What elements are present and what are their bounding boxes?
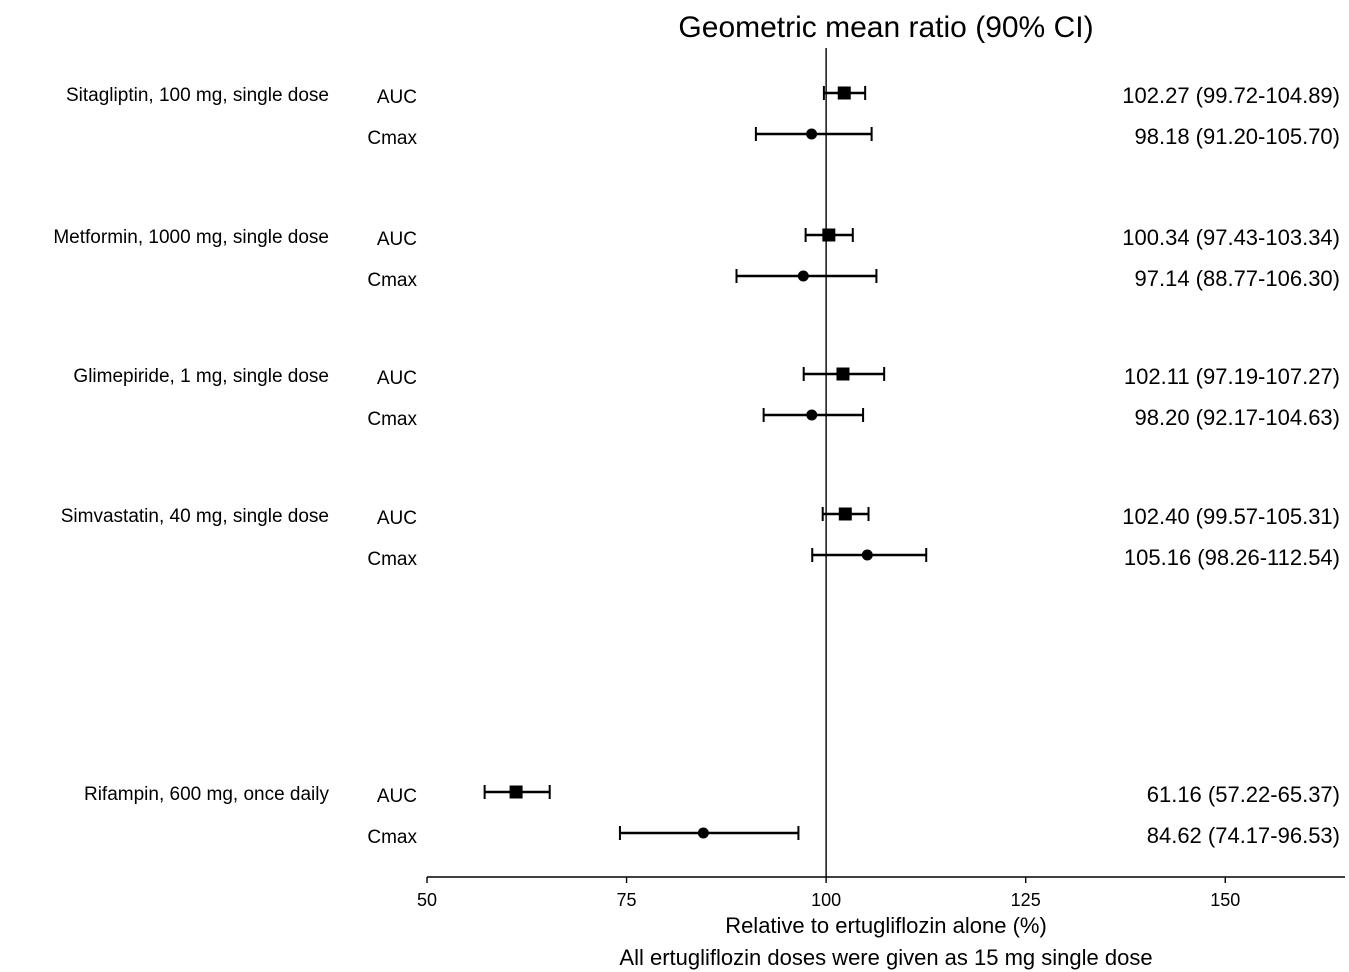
ci-value-label: 84.62 (74.17-96.53) <box>1147 823 1340 848</box>
ci-value-label: 102.27 (99.72-104.89) <box>1122 83 1340 108</box>
param-label: AUC <box>377 229 417 250</box>
point-estimate-square <box>837 86 851 100</box>
param-label: Cmax <box>367 270 417 291</box>
drug-label: Simvastatin, 40 mg, single dose <box>61 506 329 527</box>
ci-value-label: 102.40 (99.57-105.31) <box>1122 504 1340 529</box>
param-label: AUC <box>377 508 417 529</box>
param-label: AUC <box>377 368 417 389</box>
point-estimate-circle <box>797 270 809 282</box>
param-label: Cmax <box>367 128 417 149</box>
drug-label: Metformin, 1000 mg, single dose <box>53 227 329 248</box>
ci-value-label: 100.34 (97.43-103.34) <box>1122 225 1340 250</box>
point-estimate-circle <box>806 128 818 140</box>
param-label: AUC <box>377 87 417 108</box>
ci-value-label: 97.14 (88.77-106.30) <box>1135 266 1341 291</box>
x-tick-label: 50 <box>417 890 437 910</box>
param-label: AUC <box>377 786 417 807</box>
x-tick-label: 150 <box>1210 890 1240 910</box>
chart-title: Geometric mean ratio (90% CI) <box>678 11 1093 44</box>
ci-value-label: 61.16 (57.22-65.37) <box>1147 782 1340 807</box>
ci-value-label: 98.18 (91.20-105.70) <box>1135 124 1341 149</box>
point-estimate-square <box>822 228 836 242</box>
point-estimate-square <box>836 367 850 381</box>
drug-label: Rifampin, 600 mg, once daily <box>84 784 330 805</box>
chart-footnote: All ertugliflozin doses were given as 15… <box>619 945 1152 970</box>
point-estimate-square <box>509 785 523 799</box>
ci-value-label: 105.16 (98.26-112.54) <box>1124 545 1340 570</box>
drug-label: Glimepiride, 1 mg, single dose <box>73 366 329 387</box>
ci-value-label: 98.20 (92.17-104.63) <box>1135 405 1341 430</box>
x-tick-label: 75 <box>617 890 637 910</box>
point-estimate-circle <box>806 409 818 421</box>
point-estimate-circle <box>861 549 873 561</box>
point-estimate-circle <box>697 827 709 839</box>
point-estimate-square <box>838 507 852 521</box>
x-axis-label: Relative to ertugliflozin alone (%) <box>725 913 1047 938</box>
x-tick-label: 100 <box>811 890 841 910</box>
ci-value-label: 102.11 (97.19-107.27) <box>1124 364 1340 389</box>
x-tick-label: 125 <box>1011 890 1041 910</box>
drug-label: Sitagliptin, 100 mg, single dose <box>66 85 329 106</box>
param-label: Cmax <box>367 827 417 848</box>
param-label: Cmax <box>367 409 417 430</box>
param-label: Cmax <box>367 549 417 570</box>
